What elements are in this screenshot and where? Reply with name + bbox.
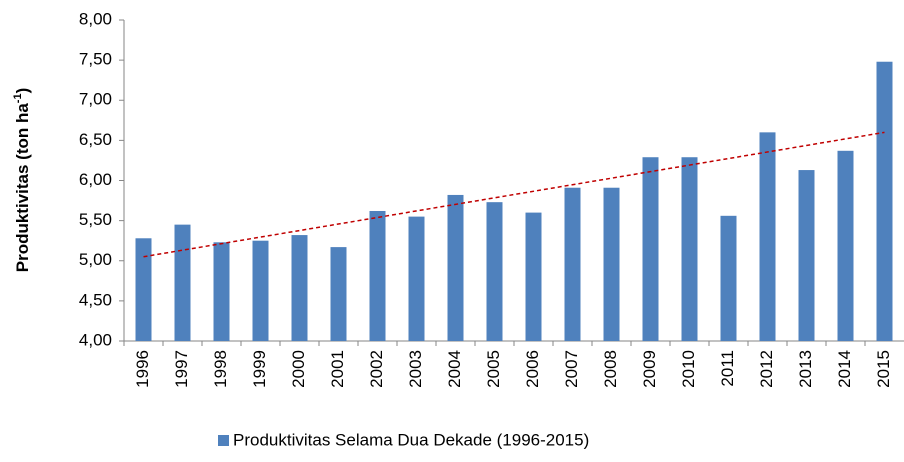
x-tick-label: 2013 [796,350,815,388]
y-axis-title-suffix: ) [13,88,32,94]
x-tick-label: 2010 [679,350,698,388]
bar [252,240,269,341]
x-tick-label: 2000 [289,350,308,388]
x-tick-label: 2008 [601,350,620,388]
bar [876,61,893,341]
y-tick-label: 6,50 [79,130,112,149]
y-tick-label: 5,00 [79,250,112,269]
bar [447,194,464,341]
bar [174,224,191,341]
x-tick-label: 1998 [211,350,230,388]
x-tick-label: 2006 [523,350,542,388]
y-axis-title-text: Produktivitas (ton ha [13,103,32,273]
x-tick-label: 2005 [484,350,503,388]
x-tick-label: 2014 [835,350,854,388]
y-tick-label: 4,00 [79,330,112,349]
bar [486,202,503,341]
y-tick-label: 7,50 [79,50,112,69]
bar [525,212,542,341]
x-tick-label: 2002 [367,350,386,388]
bar [603,187,620,341]
y-axis-title-sup: -1 [12,93,24,103]
bar [330,247,347,341]
trendline [143,131,885,258]
bar [642,157,659,341]
x-tick-label: 2007 [562,350,581,388]
x-tick-label: 2003 [406,350,425,388]
bar [408,216,425,341]
bar [759,132,776,341]
x-tick-label: 1997 [172,350,191,388]
y-tick-label: 5,50 [79,210,112,229]
x-tick-label: 2004 [445,350,464,388]
x-tick-label: 1999 [250,350,269,388]
bar [837,150,854,341]
bar [369,210,386,341]
legend-label: Produktivitas Selama Dua Dekade (1996-20… [233,430,589,449]
bar [681,157,698,341]
y-tick-label: 8,00 [79,9,112,28]
x-tick-label: 2015 [874,350,893,388]
x-tick-label: 2001 [328,350,347,388]
legend-swatch [218,435,229,446]
bar [135,238,152,341]
x-tick-label: 2009 [640,350,659,388]
bar [720,215,737,341]
bar [213,242,230,341]
x-tick-label: 1996 [133,350,152,388]
x-tick-label: 2011 [718,350,737,387]
y-tick-label: 4,50 [79,290,112,309]
y-axis-title: Produktivitas (ton ha-1) [12,88,33,273]
x-tick-label: 2012 [757,350,776,388]
bar [291,235,308,341]
bar [564,187,581,341]
y-tick-label: 6,00 [79,170,112,189]
bar [798,170,815,341]
y-tick-label: 7,00 [79,90,112,109]
